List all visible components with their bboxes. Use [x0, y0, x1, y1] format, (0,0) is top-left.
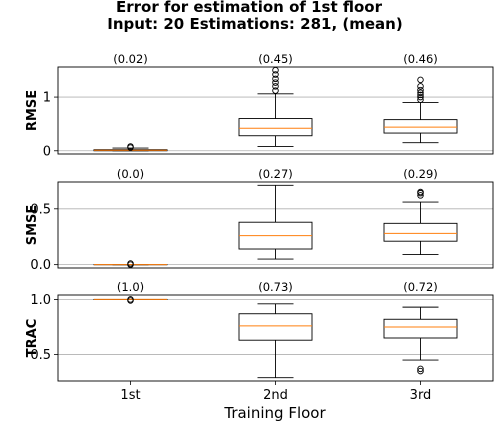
outlier-point: [417, 192, 424, 199]
mean-annotation: (0.02): [113, 52, 148, 66]
figure-title-line1: Error for estimation of 1st floor: [116, 0, 383, 16]
iqr-box: [238, 118, 313, 137]
outlier-point: [272, 71, 279, 78]
box-2nd: [238, 66, 313, 147]
box-1st: [93, 143, 168, 152]
outlier-point: [417, 83, 424, 90]
mean-annotation: (0.72): [403, 280, 438, 294]
box-1st: [93, 260, 168, 268]
y-tick-label: 0.5: [30, 202, 51, 217]
axes-frame: [57, 66, 494, 155]
outlier-point: [127, 260, 134, 267]
mean-annotation: (0.45): [258, 52, 293, 66]
x-tick-label: 1st: [120, 388, 140, 403]
y-axis-label: RMSE: [25, 90, 40, 131]
y-tick-label: 0: [43, 144, 51, 159]
x-tick-label: 3rd: [410, 388, 432, 403]
y-axis-label: SMSE: [25, 205, 40, 246]
outlier-point: [272, 87, 279, 94]
mean-annotation: (0.73): [258, 280, 293, 294]
box-3rd: [383, 188, 458, 256]
outlier-point: [417, 93, 424, 101]
mean-annotation: (0.0): [117, 167, 144, 181]
outlier-point: [417, 86, 424, 94]
chart-panels: 0 1 (0.02) (0.45) (0.46) RMSE 0.0 0.5 (0.0) (0.27…: [25, 52, 494, 403]
outlier-point: [417, 367, 424, 375]
outlier-point: [272, 75, 279, 83]
y-axis-label: TRAC: [25, 319, 40, 357]
x-axis-label: Training Floor: [223, 404, 326, 422]
outlier-point: [272, 83, 279, 90]
mean-annotation: (1.0): [117, 280, 144, 294]
outlier-point: [417, 91, 424, 99]
mean-annotation: (0.46): [403, 52, 438, 66]
outlier-point: [417, 188, 424, 196]
outlier-point: [272, 66, 279, 74]
outlier-point: [272, 79, 279, 86]
box-3rd: [383, 306, 458, 375]
iqr-box: [383, 318, 458, 339]
box-1st: [93, 296, 168, 304]
iqr-box: [383, 222, 458, 242]
mean-annotation: (0.29): [403, 167, 438, 181]
panel-trac: 0.5 1.0 (1.0) (0.73) (0.72) TRAC 1st 2nd 3rd: [25, 280, 494, 403]
panel-smse: 0.0 0.5 (0.0) (0.27) (0.29) SMSE: [25, 167, 494, 273]
outlier-point: [417, 96, 424, 104]
axes-frame: [57, 181, 494, 269]
outlier-point: [417, 365, 424, 373]
outlier-point: [127, 296, 134, 303]
y-tick-label: 0.0: [30, 258, 51, 273]
x-tick-label: 2nd: [263, 388, 288, 403]
outlier-point: [127, 143, 134, 150]
y-tick-label: 0.5: [30, 348, 51, 363]
outlier-point: [417, 89, 424, 97]
outlier-point: [417, 76, 424, 84]
y-tick-label: 1.0: [30, 293, 51, 308]
iqr-box: [383, 119, 458, 134]
iqr-box: [238, 313, 313, 341]
y-tick-label: 1: [43, 91, 51, 106]
box-2nd: [238, 184, 313, 260]
mean-annotation: (0.27): [258, 167, 293, 181]
box-3rd: [383, 76, 458, 144]
panel-rmse: 0 1 (0.02) (0.45) (0.46) RMSE: [25, 52, 494, 159]
box-2nd: [238, 303, 313, 379]
figure-title-line2: Input: 20 Estimations: 281, (mean): [107, 15, 402, 33]
